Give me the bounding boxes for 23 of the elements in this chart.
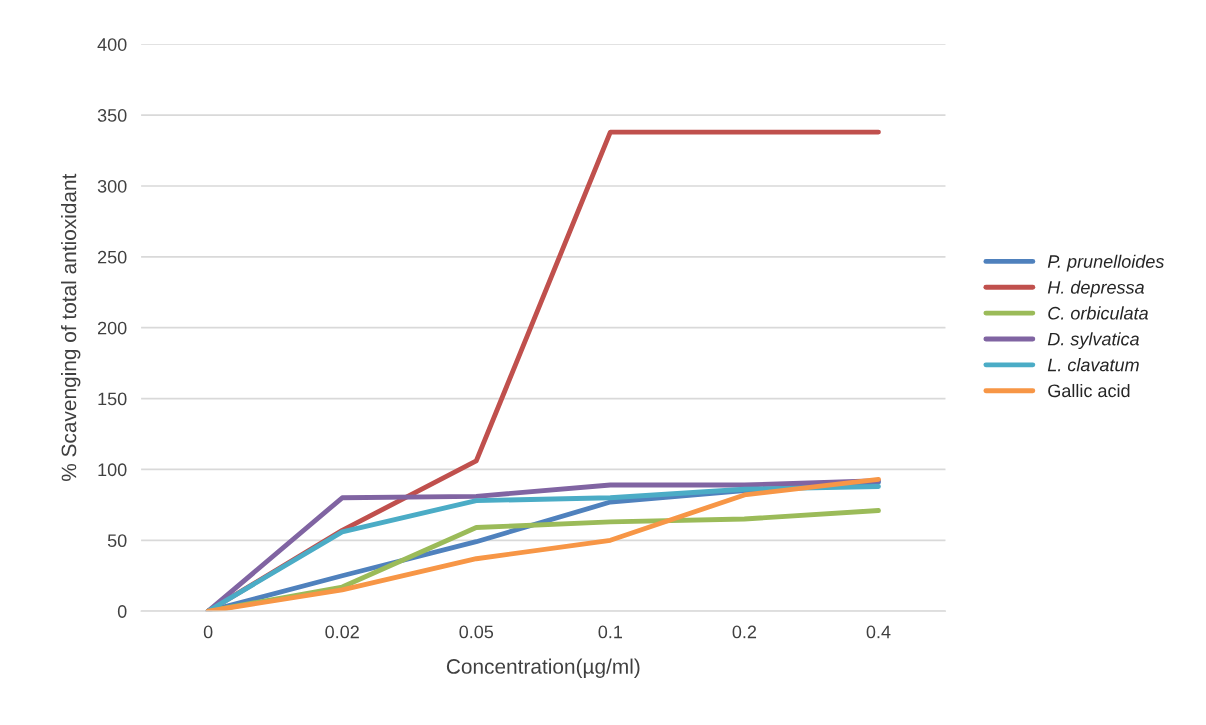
legend-label: H. depressa <box>1047 280 1145 298</box>
y-tick-label: 50 <box>107 534 127 548</box>
x-tick-label: 0.1 <box>598 625 623 639</box>
x-tick-label: 0.2 <box>732 625 757 639</box>
x-axis-title: Concentration(µg/ml) <box>446 658 640 678</box>
y-tick-label: 150 <box>98 392 127 406</box>
y-tick-label: 100 <box>98 463 127 477</box>
legend-label: Gallic acid <box>1048 383 1130 398</box>
y-tick-label: 200 <box>98 321 127 335</box>
legend-label: L. clavatum <box>1047 358 1139 372</box>
y-tick-label: 350 <box>97 109 127 122</box>
x-tick-label: 0.4 <box>866 625 891 639</box>
legend-label: D. sylvatica <box>1047 332 1139 350</box>
x-tick-label: 0 <box>203 625 213 639</box>
x-tick-label: 0.02 <box>325 625 359 639</box>
y-axis-title: % Scavenging of total antioxidant <box>61 173 81 481</box>
x-tick-label: 0.05 <box>459 625 494 639</box>
legend-label: C. orbiculata <box>1048 306 1149 320</box>
legend-label: P. prunelloides <box>1047 254 1165 272</box>
y-tick-label: 300 <box>97 179 127 193</box>
y-tick-label: 250 <box>98 250 127 264</box>
y-tick-label: 0 <box>117 605 127 618</box>
y-tick-label: 400 <box>97 38 127 51</box>
